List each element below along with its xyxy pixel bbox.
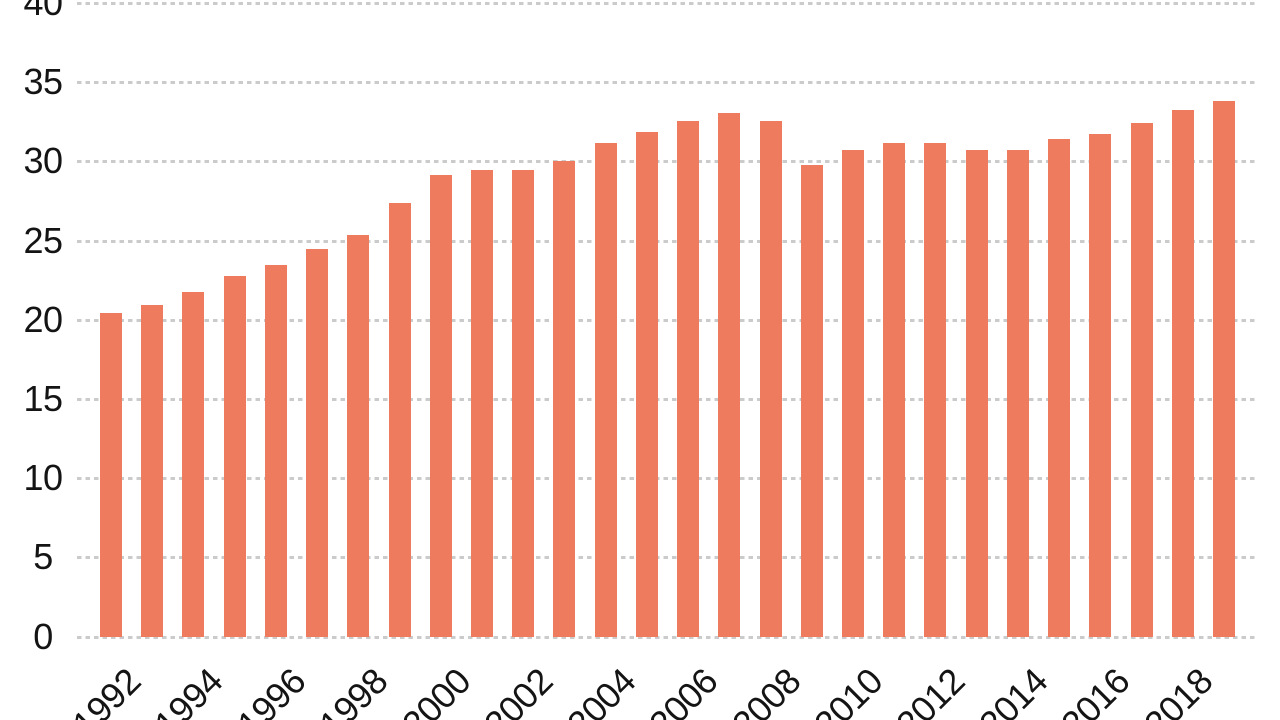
bar-1995	[223, 276, 246, 638]
bar-2010	[841, 149, 864, 638]
gridline-10	[77, 477, 1257, 481]
bar-1992	[100, 312, 122, 638]
bar-2013	[965, 149, 988, 638]
bar-2014	[1006, 149, 1029, 638]
gridline-40	[77, 1, 1257, 5]
y-tick-label-20: 20	[23, 298, 63, 340]
y-tick-label-30: 30	[23, 140, 63, 182]
bar-2011	[883, 143, 906, 638]
gridline-30	[77, 160, 1257, 164]
y-tick-label-0: 0	[33, 615, 53, 657]
gridline-15	[77, 397, 1257, 401]
y-tick-label-40: 40	[23, 0, 63, 23]
y-tick-label-5: 5	[33, 536, 53, 578]
y-tick-label-35: 35	[23, 61, 63, 103]
bar-1999	[388, 203, 411, 638]
bar-2017	[1130, 122, 1153, 638]
bar-2005	[635, 132, 658, 638]
bar-2016	[1089, 133, 1112, 638]
y-tick-label-10: 10	[23, 457, 63, 499]
bar-1998	[347, 235, 370, 638]
bar-1997	[306, 249, 329, 638]
bar-1993	[141, 304, 164, 638]
gridline-25	[77, 239, 1257, 243]
gridline-5	[77, 556, 1257, 560]
gridline-0	[77, 635, 1257, 639]
bar-2004	[594, 143, 617, 638]
bar-2007	[718, 113, 741, 638]
x-tick-label-1992: 1992	[64, 660, 149, 720]
bar-1994	[182, 292, 205, 638]
bar-2012	[924, 143, 947, 638]
bar-1996	[264, 265, 287, 638]
bar-2000	[429, 174, 452, 638]
bar-2009	[800, 165, 823, 638]
y-tick-label-25: 25	[23, 219, 63, 261]
y-tick-label-15: 15	[23, 377, 63, 419]
bar-2001	[470, 170, 493, 638]
gridline-20	[77, 318, 1257, 322]
bar-2006	[677, 121, 700, 638]
bar-2003	[553, 160, 576, 638]
bar-2015	[1048, 138, 1071, 638]
bar-2019	[1212, 100, 1235, 638]
bar-2018	[1171, 110, 1194, 638]
bar-2008	[759, 121, 782, 638]
gridline-35	[77, 81, 1257, 85]
bar-2002	[512, 170, 535, 638]
